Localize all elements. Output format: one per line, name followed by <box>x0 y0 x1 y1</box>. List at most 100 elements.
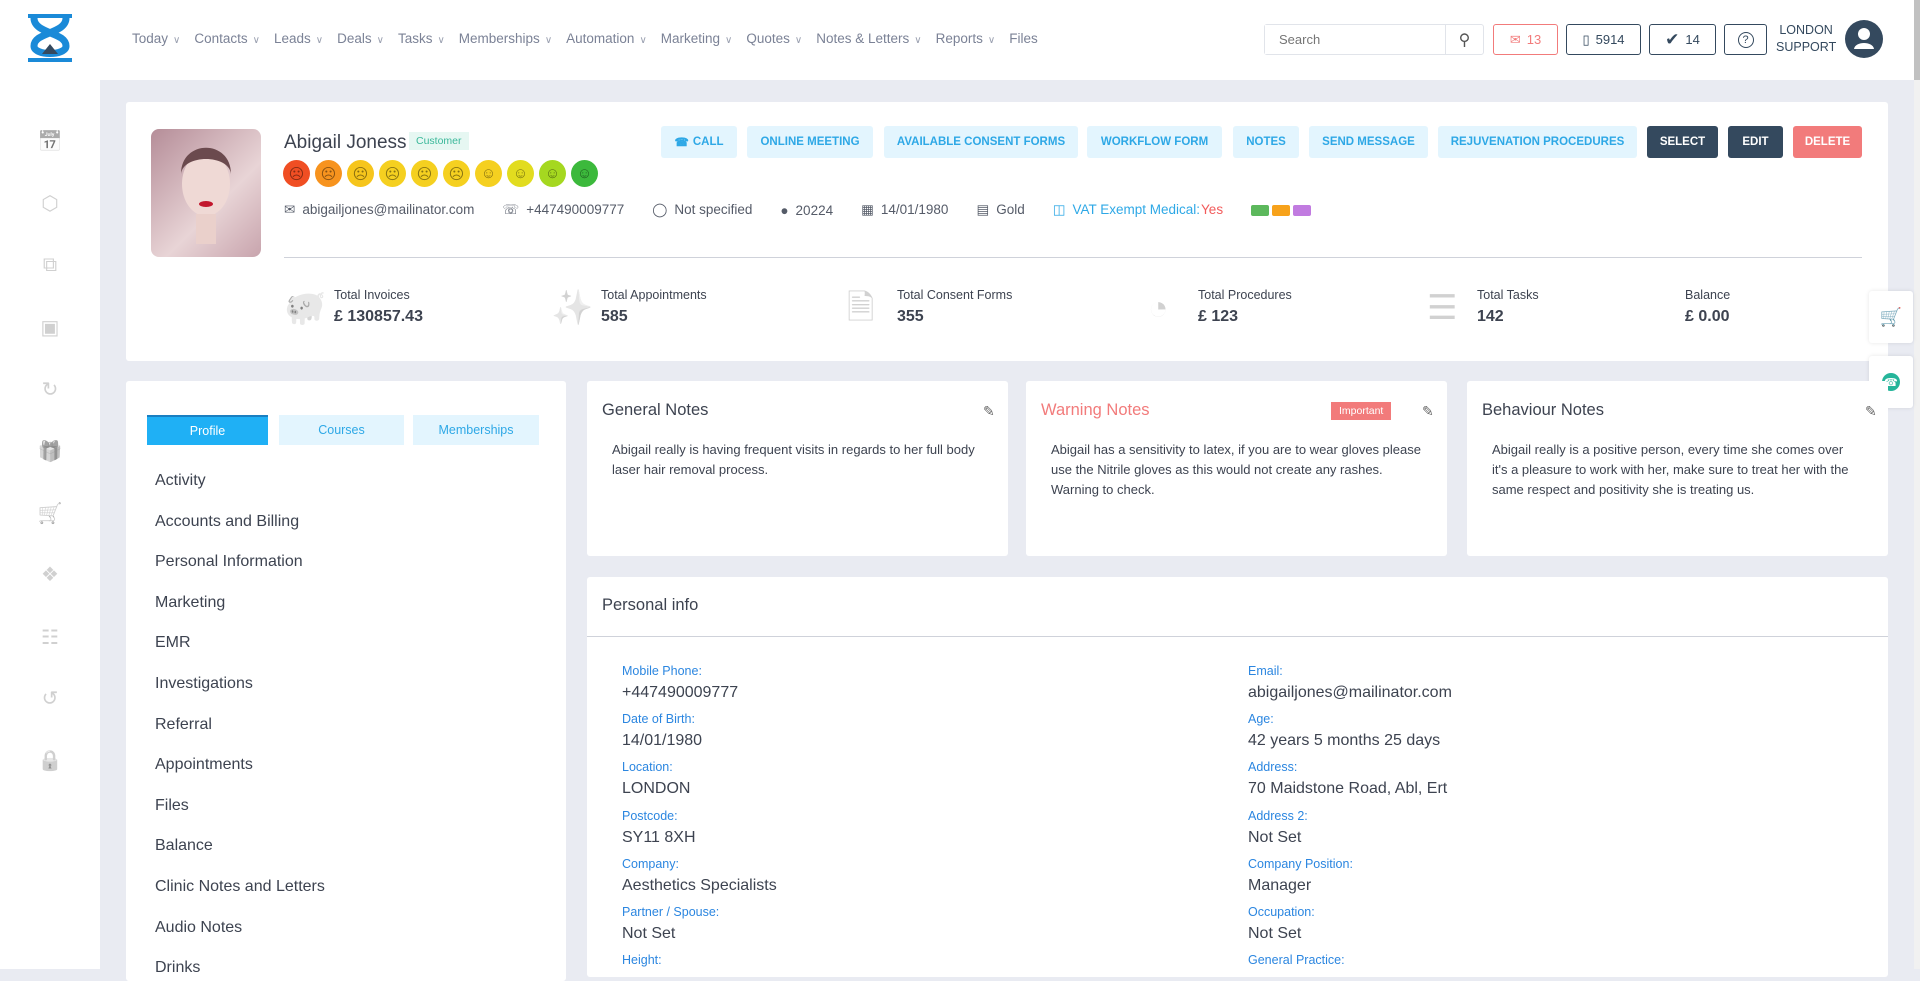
avatar[interactable] <box>1845 20 1883 58</box>
menu-item-accounts-and-billing[interactable]: Accounts and Billing <box>155 512 300 530</box>
search-icon[interactable]: ⚲ <box>1445 25 1483 54</box>
camera-icon[interactable]: ▣ <box>40 316 60 339</box>
edit-pencil-icon[interactable]: ✎ <box>983 403 995 419</box>
chevron-down-icon: ∨ <box>987 35 996 46</box>
rating-face-1-icon[interactable]: ☹ <box>283 160 310 187</box>
mail-icon: ✉ <box>284 202 296 217</box>
phone-badge[interactable]: ▯ 5914 <box>1566 24 1641 55</box>
edit-button[interactable]: EDIT <box>1728 126 1783 158</box>
field-value-address: 70 Maidstone Road, Abl, Ert <box>1248 780 1448 798</box>
edit-pencil-icon[interactable]: ✎ <box>1422 403 1434 419</box>
tab-profile[interactable]: Profile <box>147 415 268 445</box>
nav-tasks[interactable]: Tasks ∨ <box>398 31 445 46</box>
menu-item-drinks[interactable]: Drinks <box>155 959 201 977</box>
nav-reports[interactable]: Reports ∨ <box>936 31 996 46</box>
color-tags <box>1251 204 1312 216</box>
box-icon[interactable]: ⬡ <box>41 192 59 215</box>
help-button[interactable]: ? <box>1724 24 1767 55</box>
field-label-address-2: Address 2: <box>1248 808 1308 823</box>
chevron-down-icon: ∨ <box>794 35 803 46</box>
workflow-form-button[interactable]: WORKFLOW FORM <box>1087 126 1222 158</box>
button-label: EDIT <box>1742 136 1769 148</box>
gift-icon[interactable]: 🎁 <box>37 440 63 463</box>
menu-item-activity[interactable]: Activity <box>155 472 206 489</box>
menu-item-marketing[interactable]: Marketing <box>155 593 226 611</box>
select-button[interactable]: SELECT <box>1647 126 1718 158</box>
lock-icon[interactable]: 🔒 <box>37 749 63 772</box>
layers-icon[interactable]: ⧉ <box>42 253 58 276</box>
menu-item-appointments[interactable]: Appointments <box>155 756 253 774</box>
rating-face-10-icon[interactable]: ☺ <box>571 160 598 187</box>
rating-face-9-icon[interactable]: ☺ <box>539 160 566 187</box>
rating-face-4-icon[interactable]: ☹ <box>379 160 406 187</box>
available-consent-forms-button[interactable]: AVAILABLE CONSENT FORMS <box>884 126 1078 158</box>
field-label-address: Address: <box>1248 760 1298 775</box>
note-card-warning-notes: Warning Notes Important ✎ Abigail has a sen… <box>1026 381 1447 556</box>
nav-leads[interactable]: Leads ∨ <box>274 31 323 46</box>
scrollbar[interactable] <box>1914 0 1920 969</box>
nav-contacts[interactable]: Contacts ∨ <box>194 31 260 46</box>
nav-files[interactable]: Files <box>1009 31 1038 46</box>
stat-value: 355 <box>897 308 924 325</box>
color-tag[interactable] <box>1293 204 1312 216</box>
menu-item-files[interactable]: Files <box>155 796 189 814</box>
cart-icon[interactable]: 🛒 <box>37 502 63 525</box>
send-message-button[interactable]: SEND MESSAGE <box>1309 126 1428 158</box>
stat-label: Total Consent Forms <box>897 288 1013 302</box>
nav-automation[interactable]: Automation ∨ <box>566 31 647 46</box>
menu-item-clinic-notes-and-letters[interactable]: Clinic Notes and Letters <box>155 878 325 895</box>
document-icon: 🗎 <box>847 289 875 327</box>
stat-value: 585 <box>601 308 628 325</box>
dob-text: 14/01/1980 <box>880 202 949 217</box>
user-name[interactable]: LONDON SUPPORT <box>1776 22 1836 56</box>
rating-face-8-icon[interactable]: ☺ <box>507 160 534 187</box>
call-button[interactable]: ☎ CALL <box>661 126 737 158</box>
search-input[interactable] <box>1265 25 1445 54</box>
menu-item-investigations[interactable]: Investigations <box>155 675 253 692</box>
rejuvenation-procedures-button[interactable]: REJUVENATION PROCEDURES <box>1438 126 1637 158</box>
menu-item-referral[interactable]: Referral <box>155 715 212 733</box>
color-tag[interactable] <box>1272 204 1291 216</box>
tab-courses[interactable]: Courses <box>279 415 404 445</box>
nav-label: Reports <box>935 31 983 46</box>
online-meeting-button[interactable]: ONLINE MEETING <box>747 126 873 158</box>
report-icon[interactable]: ☷ <box>41 626 59 649</box>
menu-item-audio-notes[interactable]: Audio Notes <box>155 918 243 936</box>
tags-icon[interactable]: ❖ <box>41 563 59 586</box>
edit-pencil-icon[interactable]: ✎ <box>1865 403 1877 419</box>
app-logo[interactable] <box>24 12 76 64</box>
stat-value: £ 0.00 <box>1685 308 1730 325</box>
menu-item-emr[interactable]: EMR <box>155 634 191 652</box>
rating-face-6-icon[interactable]: ☹ <box>443 160 470 187</box>
button-label: DELETE <box>1804 136 1851 148</box>
color-tag[interactable] <box>1251 204 1270 216</box>
rating-face-3-icon[interactable]: ☹ <box>347 160 374 187</box>
nav-notes-letters[interactable]: Notes & Letters ∨ <box>816 31 921 46</box>
mail-badge[interactable]: ✉ 13 <box>1493 24 1558 55</box>
nav-deals[interactable]: Deals ∨ <box>337 31 384 46</box>
menu-item-personal-information[interactable]: Personal Information <box>155 553 303 571</box>
menu-item-balance[interactable]: Balance <box>155 837 213 855</box>
note-body: Abigail has a sensitivity to latex, if y… <box>1051 442 1421 497</box>
rating-face-2-icon[interactable]: ☹ <box>315 160 342 187</box>
nav-memberships[interactable]: Memberships ∨ <box>459 31 552 46</box>
nav-today[interactable]: Today ∨ <box>132 31 180 46</box>
history-icon[interactable]: ↻ <box>41 378 59 401</box>
calendar-icon[interactable]: 📅 <box>37 130 63 153</box>
field-label-email: Email: <box>1248 664 1283 678</box>
tab-memberships[interactable]: Memberships <box>413 415 539 445</box>
sync-icon[interactable]: ↺ <box>41 687 59 710</box>
important-badge: Important <box>1331 402 1392 420</box>
field-label-occupation: Occupation: <box>1248 905 1315 919</box>
piggy-bank-icon: 🐖 <box>284 289 327 327</box>
rating-face-7-icon[interactable]: ☺ <box>475 160 502 187</box>
delete-button[interactable]: DELETE <box>1793 126 1862 158</box>
nav-quotes[interactable]: Quotes ∨ <box>746 31 802 46</box>
personal-info-divider <box>587 636 1888 637</box>
rating-face-5-icon[interactable]: ☹ <box>411 160 438 187</box>
nav-marketing[interactable]: Marketing ∨ <box>661 31 733 46</box>
notes-button[interactable]: NOTES <box>1233 126 1299 158</box>
floating-cart-button[interactable]: 🛒 <box>1869 291 1913 343</box>
tasks-badge[interactable]: ✔ 14 <box>1649 24 1716 55</box>
mail-count: 13 <box>1526 32 1542 47</box>
